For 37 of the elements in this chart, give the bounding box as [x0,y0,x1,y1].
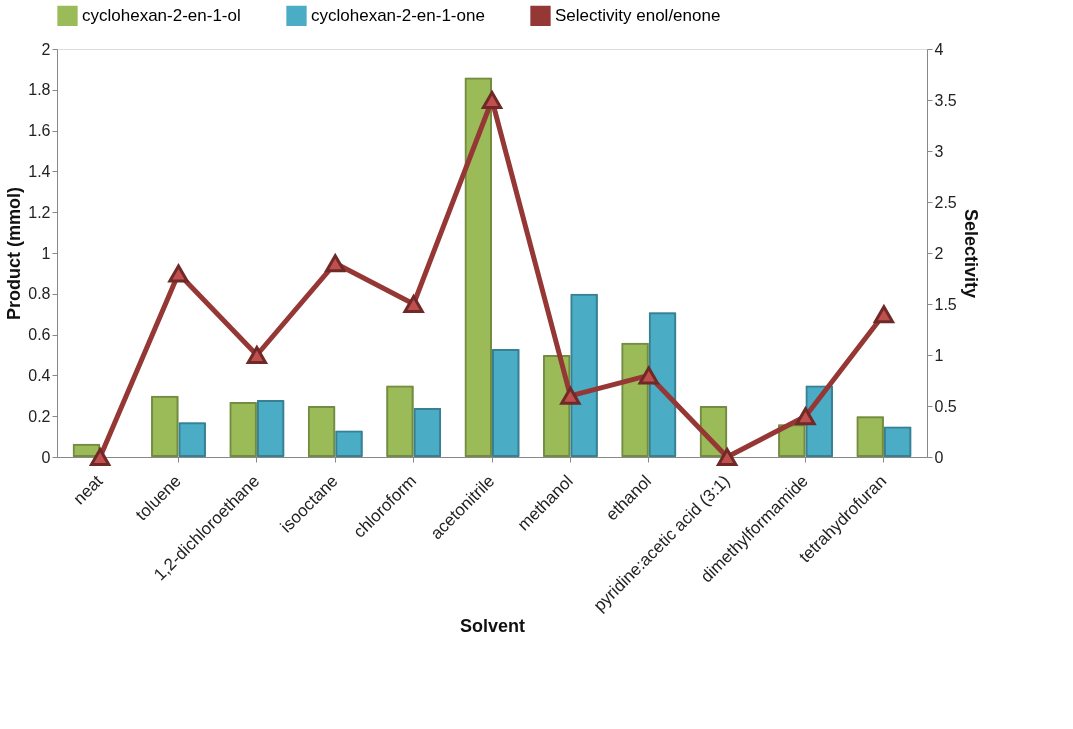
legend-label: Selectivity enol/enone [555,5,721,25]
y-tick-label: 0.4 [28,366,51,384]
point [638,366,659,385]
y2-axis-title: Selectivity [960,208,981,299]
y-tick-label: 2 [41,40,51,58]
point [560,386,581,405]
point [89,448,111,466]
point [716,448,738,466]
y-tick-label: 1.8 [28,81,51,99]
y-tick-label: 0.6 [28,326,51,344]
point [168,264,189,283]
y2-tick-label: 3 [934,142,944,160]
y-tick-label: 0.2 [28,407,51,425]
y-axis-title: Product (mmol) [4,187,25,320]
legend-label: cyclohexan-2-en-1-one [311,5,485,25]
point [325,254,346,273]
y2-tick-label: 2 [934,244,944,262]
y-tick-label: 1.6 [28,122,51,140]
y-tick-label: 1.2 [28,203,51,221]
y-tick-label: 1.4 [28,162,51,180]
legend-label: cyclohexan-2-en-1-ol [82,5,241,25]
y2-tick-label: 3.5 [934,91,957,109]
point [403,295,424,313]
y2-tick-label: 1 [934,346,944,364]
y-tick-label: 0 [41,448,51,466]
y2-tick-label: 0 [934,448,944,466]
point [873,305,895,324]
point [795,407,816,426]
y2-tick-label: 0.5 [934,397,957,415]
y2-tick-label: 4 [934,40,944,58]
y2-tick-label: 1.5 [934,295,957,313]
y2-tick-label: 2.5 [934,193,957,211]
y-tick-label: 0.8 [28,285,51,303]
x-axis-title: Solvent [459,616,526,637]
point [246,346,268,364]
point [481,91,503,109]
y-tick-label: 1 [41,244,51,262]
